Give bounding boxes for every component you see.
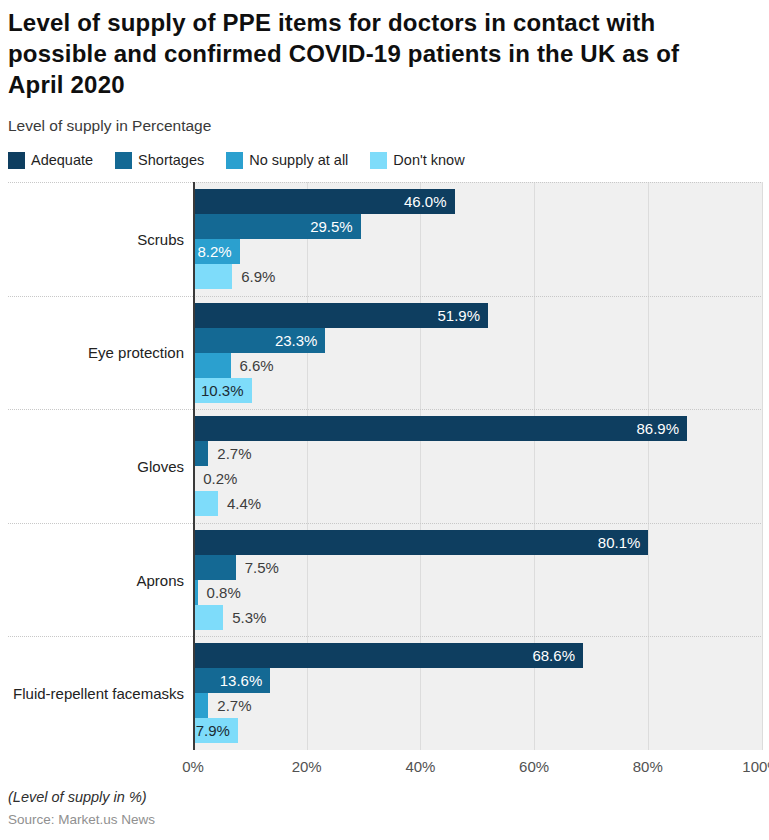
bar	[193, 555, 236, 580]
legend-swatch-icon	[226, 152, 243, 169]
bar-row: 80.1%	[193, 530, 761, 555]
bar-value-label: 7.9%	[193, 718, 230, 743]
bar-value-label: 23.3%	[193, 328, 317, 353]
bar-value-label: 29.5%	[193, 214, 353, 239]
bar	[193, 693, 208, 718]
bar	[193, 441, 208, 466]
bar-value-label: 51.9%	[193, 303, 480, 328]
legend-item: No supply at all	[226, 152, 348, 169]
x-tick-label: 20%	[292, 758, 322, 775]
bar-value-label: 0.2%	[203, 466, 237, 491]
bar-group: Scrubs46.0%29.5%8.2% 6.9%	[8, 182, 761, 296]
bar-groups: Scrubs46.0%29.5%8.2% 6.9% Eye protection51…	[8, 182, 761, 750]
chart-title: Level of supply of PPE items for doctors…	[8, 7, 708, 100]
bar-value-label: 2.7%	[217, 693, 251, 718]
bar-value-label: 7.5%	[245, 555, 279, 580]
bar-row: 51.9%	[193, 303, 761, 328]
bar-value-label: 68.6%	[193, 643, 575, 668]
bar-value-label: 8.2%	[193, 239, 232, 264]
bar-value-label: 5.3%	[232, 605, 266, 630]
bar	[193, 491, 218, 516]
y-axis-line	[193, 182, 195, 750]
bar-stack: 51.9%23.3%6.6%10.3%	[193, 297, 761, 410]
bar-group: Eye protection51.9%23.3%6.6%10.3%	[8, 296, 761, 410]
bar-row: 68.6%	[193, 643, 761, 668]
gridline	[762, 182, 763, 750]
legend-item: Adequate	[8, 152, 93, 169]
bar-row: 2.7%	[193, 441, 761, 466]
chart-subtitle: Level of supply in Percentage	[8, 117, 761, 135]
bar	[193, 264, 232, 289]
x-tick-label: 100%	[742, 758, 769, 775]
bar-value-label: 80.1%	[193, 530, 640, 555]
bar-group: Gloves86.9%2.7%0.2%4.4%	[8, 409, 761, 523]
bar-row: 2.7%	[193, 693, 761, 718]
legend: Adequate Shortages No supply at all Don't k…	[8, 151, 761, 169]
bar-row: 46.0%	[193, 189, 761, 214]
bar-stack: 46.0%29.5%8.2% 6.9%	[193, 183, 761, 296]
bar-row: 7.5%	[193, 555, 761, 580]
bar-chart: Scrubs46.0%29.5%8.2% 6.9% Eye protection51…	[8, 182, 761, 776]
category-label: Aprons	[8, 524, 193, 637]
bar-row: 6.9%	[193, 264, 761, 289]
bar-value-label: 6.9%	[241, 264, 275, 289]
bar-row: 13.6%	[193, 668, 761, 693]
x-axis-ticks: 0%20%40%60%80%100%	[8, 758, 761, 778]
bar-value-label: 0.8%	[207, 580, 241, 605]
bar-value-label: 86.9%	[193, 416, 679, 441]
legend-swatch-icon	[370, 152, 387, 169]
category-label: Fluid-repellent facemasks	[8, 637, 193, 750]
legend-label: No supply at all	[249, 152, 348, 168]
bar-value-label: 10.3%	[193, 378, 244, 403]
legend-item: Shortages	[115, 152, 204, 169]
bar-value-label: 2.7%	[217, 441, 251, 466]
x-tick-label: 80%	[633, 758, 663, 775]
legend-label: Shortages	[138, 152, 204, 168]
bar-row: 5.3%	[193, 605, 761, 630]
bar-value-label: 4.4%	[227, 491, 261, 516]
bar-row: 8.2%	[193, 239, 761, 264]
bar	[193, 353, 231, 378]
bar-row: 10.3%	[193, 378, 761, 403]
x-tick-label: 40%	[405, 758, 435, 775]
category-label: Scrubs	[8, 183, 193, 296]
bar-row: 0.2%	[193, 466, 761, 491]
bar-row: 0.8%	[193, 580, 761, 605]
source-credit: Source: Market.us News	[8, 812, 761, 827]
bar-row: 29.5%	[193, 214, 761, 239]
x-tick-label: 60%	[519, 758, 549, 775]
bar-row: 86.9%	[193, 416, 761, 441]
chart-page: Level of supply of PPE items for doctors…	[0, 0, 769, 840]
bar-value-label: 6.6%	[240, 353, 274, 378]
bar-group: Aprons80.1%7.5%0.8%5.3%	[8, 523, 761, 637]
bar-group: Fluid-repellent facemasks68.6%13.6%2.7%7…	[8, 636, 761, 750]
x-tick-label: 0%	[182, 758, 204, 775]
bar-row: 6.6%	[193, 353, 761, 378]
category-label: Gloves	[8, 410, 193, 523]
category-label: Eye protection	[8, 297, 193, 410]
legend-label: Don't know	[393, 152, 464, 168]
legend-swatch-icon	[115, 152, 132, 169]
axis-footnote: (Level of supply in %)	[8, 789, 761, 805]
bar-stack: 68.6%13.6%2.7%7.9%	[193, 637, 761, 750]
legend-label: Adequate	[31, 152, 93, 168]
bar	[193, 605, 223, 630]
bar-value-label: 13.6%	[193, 668, 262, 693]
bar-row: 7.9%	[193, 718, 761, 743]
bar-row: 23.3%	[193, 328, 761, 353]
legend-item: Don't know	[370, 152, 464, 169]
legend-swatch-icon	[8, 152, 25, 169]
bar-value-label: 46.0%	[193, 189, 447, 214]
bar-stack: 86.9%2.7%0.2%4.4%	[193, 410, 761, 523]
bar-stack: 80.1%7.5%0.8%5.3%	[193, 524, 761, 637]
bar-row: 4.4%	[193, 491, 761, 516]
